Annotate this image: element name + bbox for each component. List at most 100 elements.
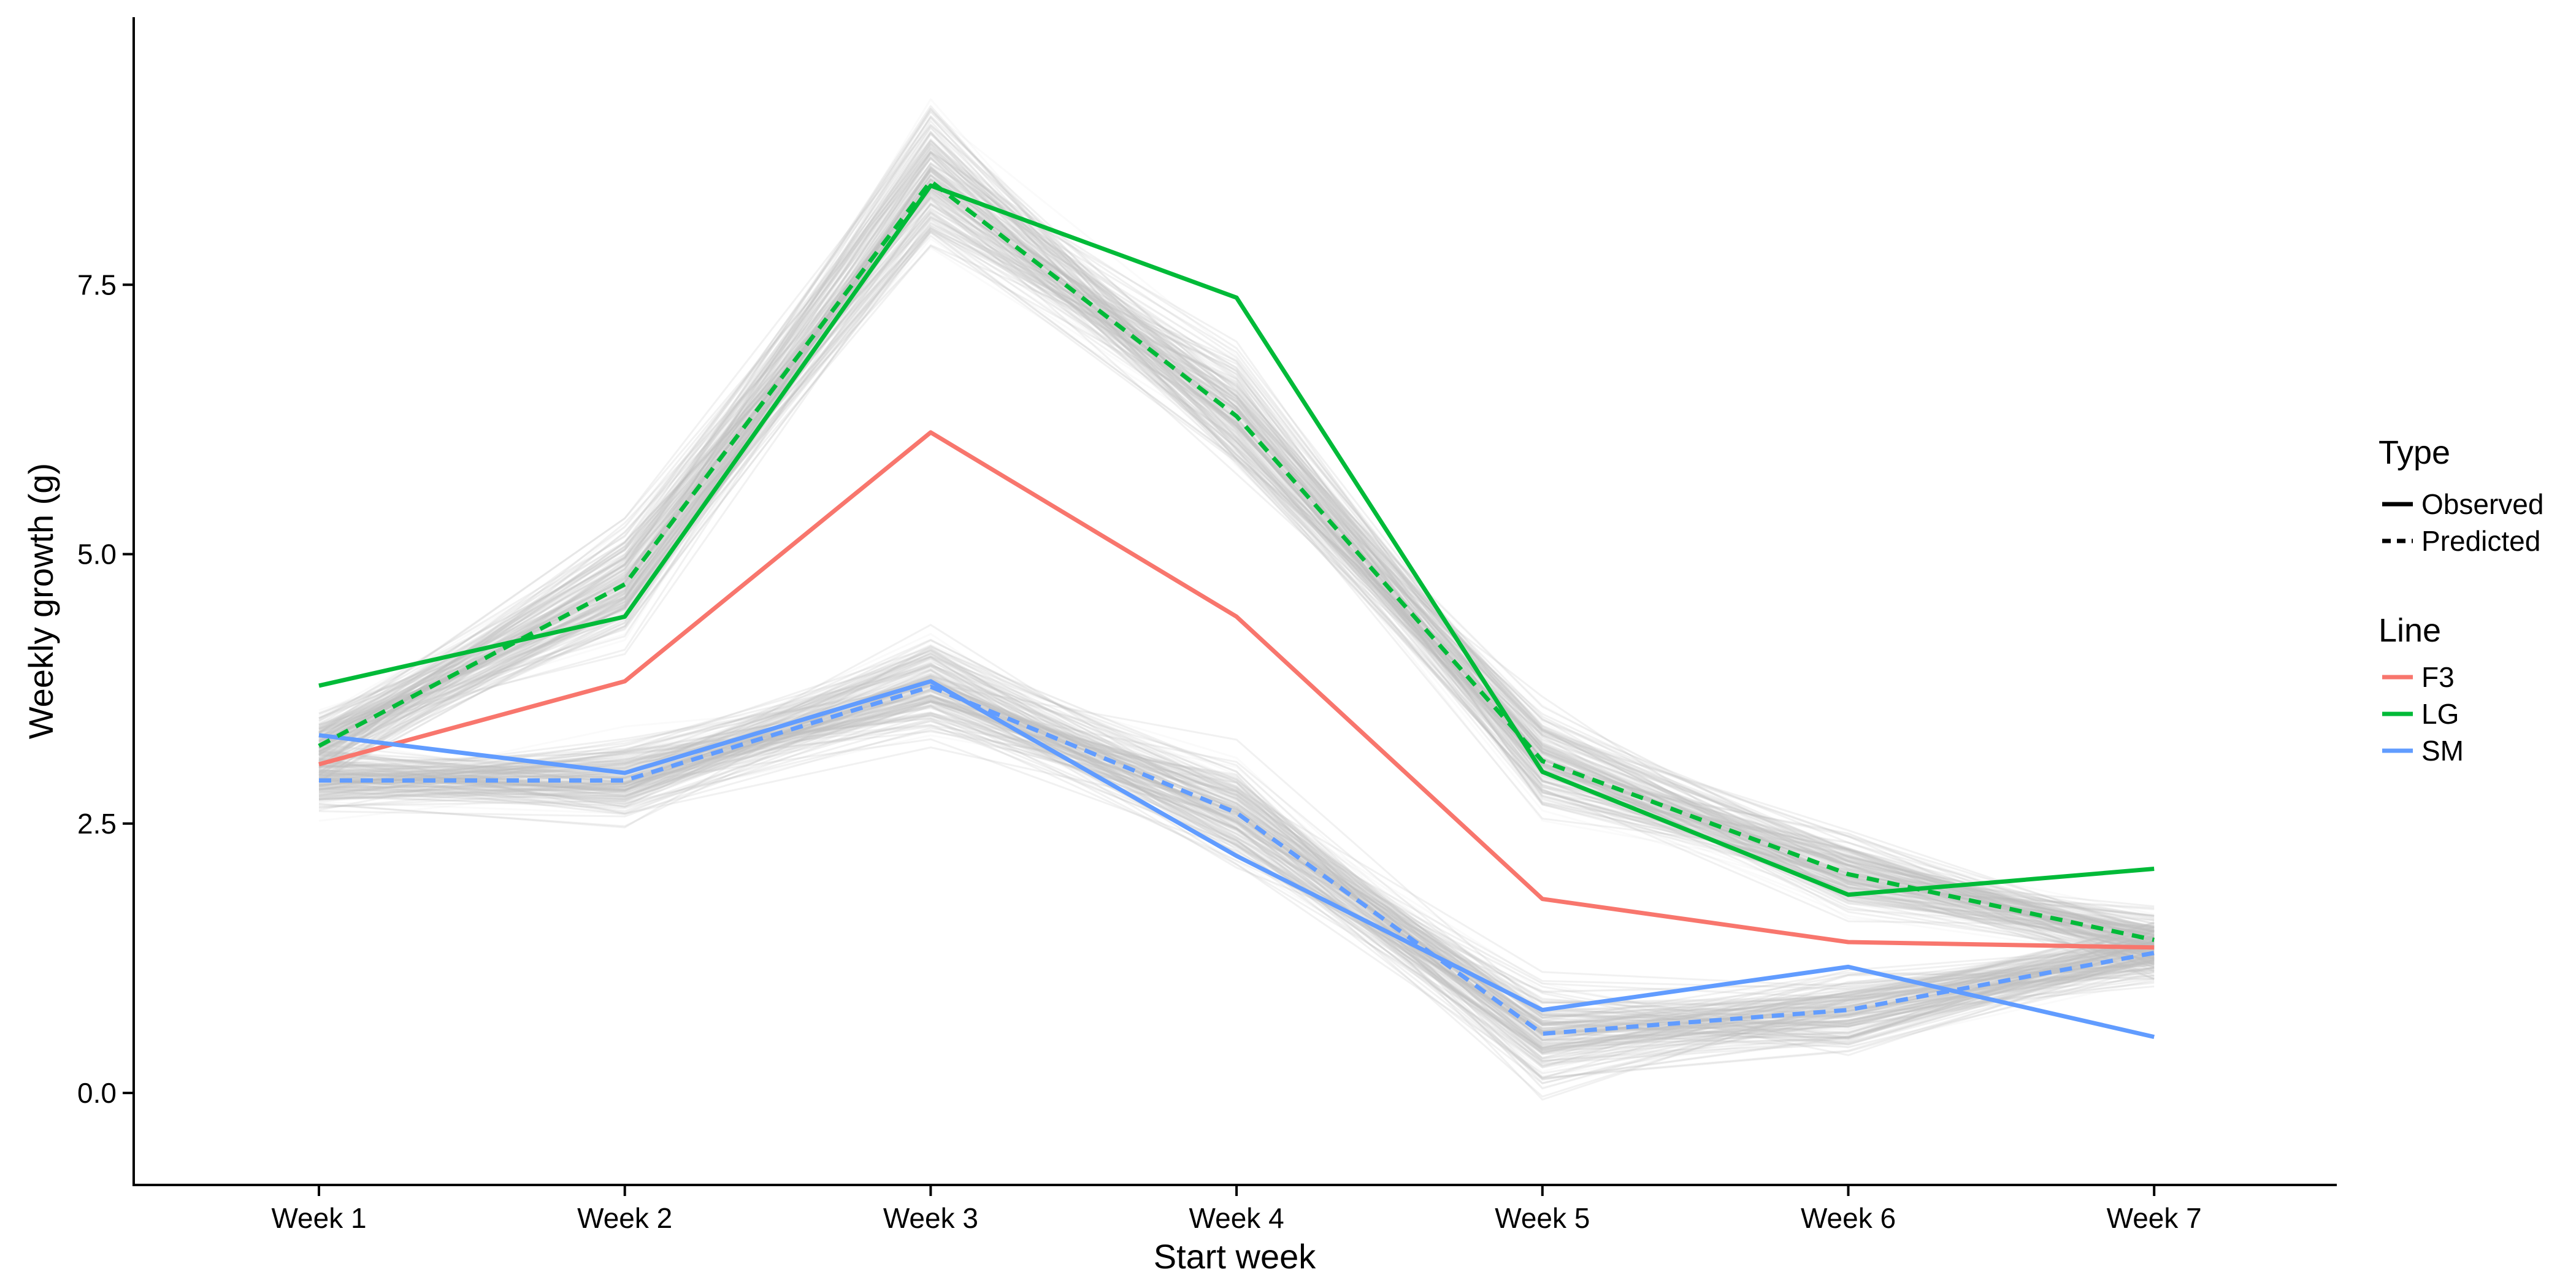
x-tick-label: Week 4 xyxy=(1189,1202,1284,1234)
simulation-line xyxy=(318,152,2155,917)
simulation-line xyxy=(318,678,2155,1054)
simulation-line xyxy=(318,162,2155,952)
simulation-line xyxy=(318,701,2155,1079)
simulation-line xyxy=(318,188,2155,909)
simulation-line xyxy=(318,684,2155,1079)
simulation-line xyxy=(318,210,2155,980)
simulation-line xyxy=(318,700,2155,1035)
simulation-line xyxy=(318,124,2155,928)
simulation-line xyxy=(318,655,2155,1081)
simulation-line xyxy=(318,694,2155,1035)
simulation-line xyxy=(318,694,2155,1043)
simulation-line xyxy=(318,662,2155,1028)
simulation-line xyxy=(318,669,2155,1035)
simulation-line xyxy=(318,670,2155,1036)
simulation-line xyxy=(318,673,2155,1038)
simulation-line xyxy=(318,169,2155,961)
simulation-line xyxy=(318,207,2155,954)
simulation-line xyxy=(318,697,2155,1065)
series-lg-predicted xyxy=(318,179,2155,942)
simulation-line xyxy=(318,681,2155,1022)
simulation-line xyxy=(318,117,2155,929)
simulation-line xyxy=(318,218,2155,917)
legend: Type Observed Predicted Line F3 LG SM xyxy=(2379,434,2543,767)
simulation-line xyxy=(318,165,2155,947)
simulation-line xyxy=(318,115,2155,949)
simulation-line xyxy=(318,138,2155,955)
y-axis-title: Weekly growth (g) xyxy=(21,463,60,739)
simulation-line xyxy=(318,715,2155,1081)
simulation-line xyxy=(318,178,2155,977)
simulation-line xyxy=(318,684,2155,1047)
simulation-line xyxy=(318,701,2155,1049)
x-tick-label: Week 3 xyxy=(883,1202,978,1234)
legend-type-title: Type xyxy=(2379,434,2450,471)
simulation-line xyxy=(318,158,2155,940)
simulation-line xyxy=(318,674,2155,1067)
x-tick-label: Week 2 xyxy=(577,1202,672,1234)
simulation-line xyxy=(318,704,2155,1037)
simulation-line xyxy=(318,677,2155,1059)
simulation-line xyxy=(318,696,2155,1101)
legend-line-title: Line xyxy=(2379,612,2441,649)
simulation-line xyxy=(318,705,2155,1049)
simulation-line xyxy=(318,197,2155,945)
simulation-line xyxy=(318,680,2155,1027)
simulation-line xyxy=(318,669,2155,1025)
simulation-line xyxy=(318,155,2155,933)
simulation-line xyxy=(318,694,2155,1013)
simulation-line xyxy=(318,696,2155,1039)
simulation-line xyxy=(318,142,2155,929)
simulation-line xyxy=(318,131,2155,937)
simulation-line xyxy=(318,691,2155,1032)
simulation-line xyxy=(318,182,2155,958)
simulation-line xyxy=(318,698,2155,1019)
simulation-line xyxy=(318,98,2155,954)
simulation-line xyxy=(318,144,2155,956)
simulation-line xyxy=(318,682,2155,1051)
simulation-line xyxy=(318,701,2155,1052)
simulation-line xyxy=(318,683,2155,1025)
simulation-line xyxy=(318,665,2155,1056)
simulation-line xyxy=(318,720,2155,1048)
simulation-line xyxy=(318,663,2155,1062)
simulation-line xyxy=(318,193,2155,942)
simulation-line xyxy=(318,215,2155,932)
simulation-line xyxy=(318,694,2155,1041)
simulation-line xyxy=(318,190,2155,938)
simulation-line xyxy=(318,664,2155,1027)
simulation-line xyxy=(318,729,2155,1041)
simulation-line xyxy=(318,126,2155,956)
simulation-line xyxy=(318,139,2155,966)
simulation-line xyxy=(318,190,2155,938)
simulation-line xyxy=(318,705,2155,1030)
simulation-line xyxy=(318,132,2155,934)
x-tick-label: Week 5 xyxy=(1495,1202,1590,1234)
simulation-line xyxy=(318,681,2155,1041)
simulation-line xyxy=(318,700,2155,1013)
simulation-line xyxy=(318,152,2155,949)
simulation-line xyxy=(318,656,2155,1053)
simulation-line xyxy=(318,682,2155,1028)
series-f3-observed xyxy=(318,430,2155,950)
simulation-line xyxy=(318,141,2155,949)
simulation-line xyxy=(318,705,2155,1050)
simulation-line xyxy=(318,674,2155,1025)
simulation-line xyxy=(318,244,2155,954)
legend-label-observed: Observed xyxy=(2421,488,2543,520)
simulation-line xyxy=(318,648,2155,1038)
simulation-line xyxy=(318,689,2155,1054)
simulation-line xyxy=(318,652,2155,1019)
simulation-line xyxy=(318,649,2155,1041)
simulation-line xyxy=(318,107,2155,920)
simulation-line xyxy=(318,169,2155,961)
series-sm-observed xyxy=(318,679,2155,1040)
simulation-line xyxy=(318,688,2155,1024)
simulation-line xyxy=(318,688,2155,1025)
simulation-line xyxy=(318,665,2155,1040)
simulation-line xyxy=(318,663,2155,1036)
simulation-line xyxy=(318,188,2155,936)
simulation-line xyxy=(318,162,2155,953)
simulation-line xyxy=(318,686,2155,1048)
